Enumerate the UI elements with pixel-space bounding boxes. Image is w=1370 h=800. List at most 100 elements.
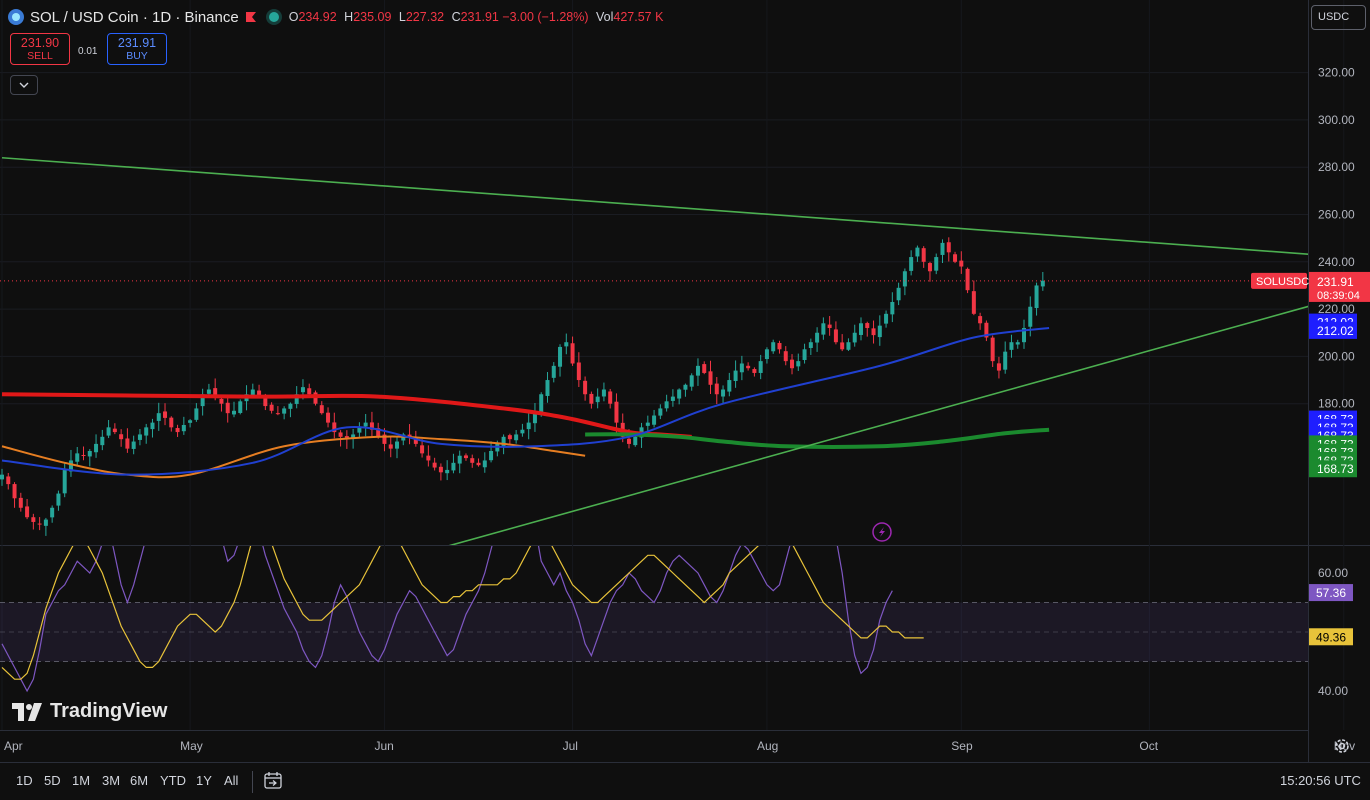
symbol-title[interactable]: SOL / USD Coin · 1D · Binance bbox=[30, 8, 239, 26]
time-tick-label: Jul bbox=[563, 739, 578, 753]
candle-body bbox=[670, 396, 675, 401]
high-value: 235.09 bbox=[353, 10, 392, 24]
calendar-goto-icon[interactable] bbox=[262, 771, 284, 791]
candle-body bbox=[238, 401, 243, 413]
price-pane[interactable] bbox=[0, 156, 1370, 588]
candle-body bbox=[601, 389, 606, 397]
candle-body bbox=[689, 375, 694, 387]
price-tick-label: 280.00 bbox=[1318, 160, 1355, 174]
candle-body bbox=[532, 413, 537, 424]
utc-clock[interactable]: 15:20:56 UTC bbox=[1280, 773, 1361, 788]
candle-body bbox=[382, 434, 387, 444]
rsi-line bbox=[1, 546, 893, 693]
candle-body bbox=[884, 313, 889, 324]
low-key: L bbox=[398, 10, 406, 24]
candle-body bbox=[463, 455, 468, 459]
candle-body bbox=[915, 247, 920, 257]
flag-icon[interactable] bbox=[245, 11, 257, 23]
candle-body bbox=[194, 408, 199, 420]
rsi-pane[interactable] bbox=[0, 437, 1308, 693]
collapse-legend-button[interactable] bbox=[10, 75, 38, 95]
sell-label: SELL bbox=[27, 50, 53, 62]
time-tick-label: May bbox=[180, 739, 203, 753]
candle-body bbox=[576, 362, 581, 381]
rsi-ma-line bbox=[1, 546, 924, 680]
ma-blue-line bbox=[1, 327, 1050, 476]
candle-body bbox=[188, 420, 193, 423]
candle-body bbox=[702, 364, 707, 373]
rsi-tag-value: 49.36 bbox=[1316, 630, 1346, 644]
range-5d-button[interactable]: 5D bbox=[44, 773, 61, 788]
buy-button[interactable]: 231.91 BUY bbox=[107, 33, 167, 65]
candle-body bbox=[589, 393, 594, 404]
time-axis[interactable]: AprMayJunJulAugSepOctNovDec202 bbox=[4, 739, 1370, 753]
currency-selector[interactable]: USDC bbox=[1311, 5, 1366, 30]
tradingview-logo[interactable]: TradingView bbox=[12, 700, 167, 723]
candle-body bbox=[476, 462, 481, 466]
time-tick-label: Oct bbox=[1139, 739, 1158, 753]
candle-body bbox=[376, 428, 381, 437]
candle-body bbox=[871, 328, 876, 336]
candle-body bbox=[275, 413, 280, 415]
candle-body bbox=[100, 436, 105, 446]
candle-body bbox=[231, 410, 236, 415]
candle-body bbox=[733, 370, 738, 382]
candle-body bbox=[294, 394, 299, 404]
candle-body bbox=[783, 351, 788, 362]
candle-body bbox=[865, 323, 870, 329]
candle-body bbox=[583, 380, 588, 395]
candle-body bbox=[43, 519, 48, 526]
sell-price: 231.90 bbox=[20, 36, 60, 50]
price-axis[interactable]: 320.00 300.00 280.00 260.00 240.00 220.00 200.… bbox=[1318, 66, 1355, 698]
candle-body bbox=[326, 412, 331, 423]
candle-body bbox=[746, 365, 751, 369]
time-tick-label: Jun bbox=[374, 739, 393, 753]
market-open-icon bbox=[268, 12, 279, 22]
candle-body bbox=[200, 394, 205, 407]
symbol-legend: SOL / USD Coin · 1D · Binance O234.92 H2… bbox=[8, 6, 663, 28]
rsi-tag-bg bbox=[1309, 628, 1353, 646]
candle-body bbox=[840, 342, 845, 350]
range-all-button[interactable]: All bbox=[224, 773, 239, 788]
candle-body bbox=[1040, 280, 1045, 287]
candle-body bbox=[959, 260, 964, 267]
candle-body bbox=[137, 434, 142, 440]
rsi-tag-value: 57.36 bbox=[1316, 586, 1346, 600]
range-3m-button[interactable]: 3M bbox=[102, 773, 121, 788]
candle-body bbox=[144, 427, 149, 436]
candle-body bbox=[777, 343, 782, 350]
open-value: 234.92 bbox=[298, 10, 337, 24]
candle-body bbox=[445, 469, 450, 474]
candle-body bbox=[551, 365, 556, 378]
ma-green-line bbox=[585, 427, 1050, 449]
range-1m-button[interactable]: 1M bbox=[72, 773, 91, 788]
sell-button[interactable]: 231.90 SELL bbox=[10, 33, 70, 65]
chevron-down-icon bbox=[19, 82, 29, 88]
gear-icon[interactable] bbox=[1333, 737, 1351, 755]
candle-body bbox=[771, 342, 776, 352]
candle-body bbox=[934, 257, 939, 271]
candle-body bbox=[119, 434, 124, 440]
range-1y-button[interactable]: 1Y bbox=[196, 773, 212, 788]
candle-body bbox=[921, 248, 926, 262]
candle-body bbox=[677, 389, 682, 399]
candle-body bbox=[833, 329, 838, 343]
range-1d-button[interactable]: 1D bbox=[16, 773, 33, 788]
volume-key: Vol bbox=[595, 10, 614, 24]
countdown-timer: 08:39:04 bbox=[1317, 290, 1360, 302]
candle-body bbox=[338, 432, 343, 437]
candle-body bbox=[451, 462, 456, 471]
candle-body bbox=[1022, 328, 1027, 343]
candle-body bbox=[1034, 285, 1039, 309]
range-6m-button[interactable]: 6M bbox=[130, 773, 149, 788]
lightning-event-icon[interactable] bbox=[872, 522, 892, 542]
candle-body bbox=[846, 342, 851, 350]
range-ytd-button[interactable]: YTD bbox=[160, 773, 186, 788]
candle-body bbox=[501, 436, 506, 447]
candle-body bbox=[75, 453, 80, 462]
chart-canvas[interactable]: 320.00 300.00 280.00 260.00 240.00 220.00 200.… bbox=[0, 0, 1370, 762]
candle-body bbox=[420, 445, 425, 454]
candle-body bbox=[175, 428, 180, 433]
candle-body bbox=[6, 476, 11, 485]
